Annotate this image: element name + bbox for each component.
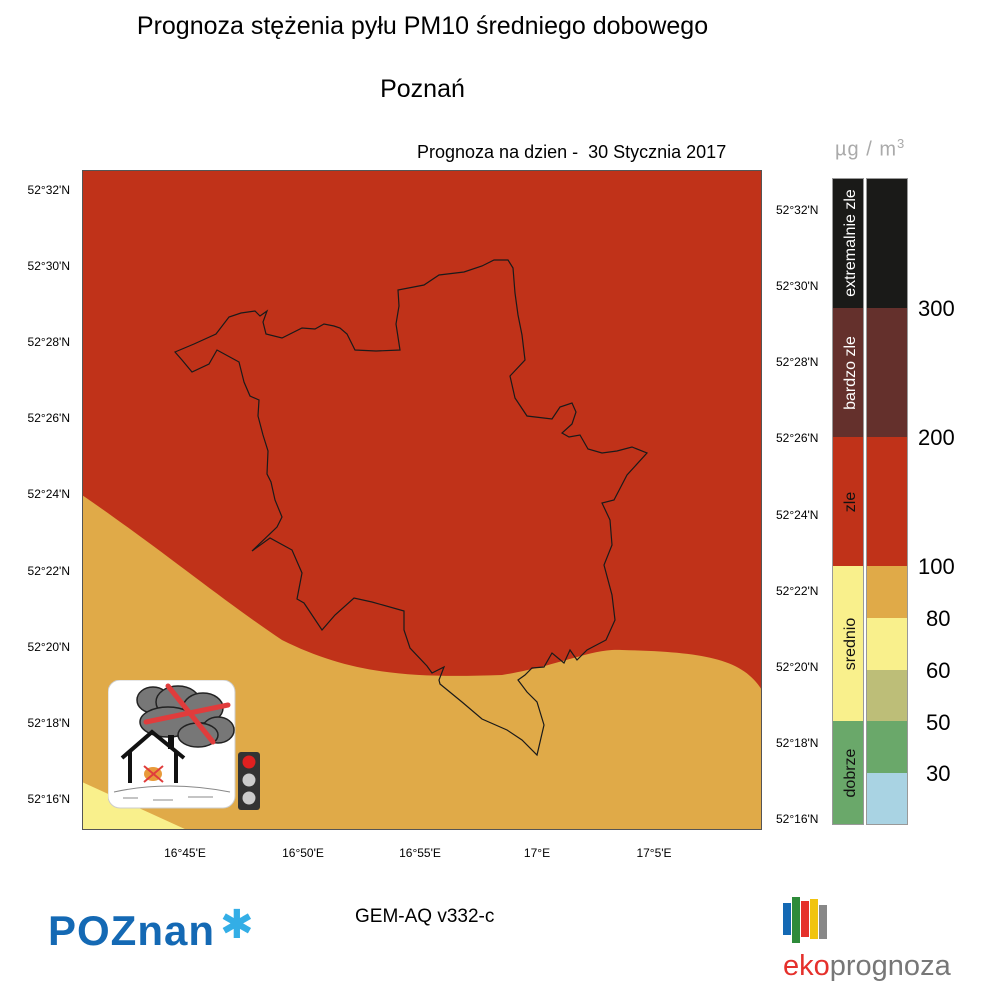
category-zle <box>832 437 864 566</box>
ground-lines <box>113 785 231 801</box>
logo-part-eko: eko <box>783 950 830 982</box>
category-label: srednio <box>842 617 859 671</box>
lat-label-left: 52°18'N <box>27 716 70 730</box>
lat-label-left: 52°22'N <box>27 564 70 578</box>
category-label: bardzo zle <box>842 336 859 410</box>
scale-block <box>866 308 908 437</box>
lat-label-left: 52°16'N <box>27 792 70 806</box>
poznan-boundary <box>174 259 649 757</box>
category-srednio <box>832 566 864 721</box>
lat-label-right: 52°28'N <box>776 355 819 369</box>
category-legend-bar <box>832 178 864 825</box>
ekoprognoza-logo: ekoprognoza <box>783 950 951 983</box>
lon-label: 16°55'E <box>399 846 441 860</box>
air-quality-pictogram <box>108 680 260 810</box>
map-zone-medium <box>82 495 762 830</box>
lon-label: 17°5'E <box>636 846 672 860</box>
model-label: GEM-AQ v332-c <box>355 906 495 927</box>
category-label: extremalnie zle <box>842 189 859 297</box>
lat-label-right: 52°30'N <box>776 279 819 293</box>
lon-label: 16°45'E <box>164 846 206 860</box>
scale-block <box>866 721 908 773</box>
category-label: dobrze <box>842 748 859 798</box>
scale-value: 30 <box>926 761 951 786</box>
lat-label-left: 52°20'N <box>27 640 70 654</box>
traffic-light-icon <box>238 752 260 810</box>
scale-value: 100 <box>918 554 955 579</box>
unit-exponent: 3 <box>896 136 906 151</box>
lat-label-right: 52°24'N <box>776 508 819 522</box>
lat-label-left: 52°26'N <box>27 411 70 425</box>
map-frame <box>82 170 762 830</box>
lon-label: 16°50'E <box>282 846 324 860</box>
fire-icon <box>143 765 164 783</box>
scale-block <box>866 437 908 566</box>
lat-label-left: 52°30'N <box>27 259 70 273</box>
scale-block <box>866 178 908 308</box>
city-title: Poznań <box>380 75 465 103</box>
scale-block <box>866 618 908 670</box>
lat-label-right: 52°32'N <box>776 203 819 217</box>
forecast-date: Prognoza na dzien - 30 Stycznia 2017 <box>417 142 727 162</box>
poznan-logo: POZnan <box>48 907 216 954</box>
value-scale-bar <box>866 178 908 825</box>
ekoprognoza-bars-icon <box>783 897 827 943</box>
unit-label: µg / m3 <box>835 136 905 162</box>
lat-label-right: 52°26'N <box>776 431 819 445</box>
scale-value: 300 <box>918 296 955 321</box>
scale-value: 80 <box>926 606 951 631</box>
lat-label-left: 52°28'N <box>27 335 70 349</box>
category-bardzo-zle <box>832 308 864 437</box>
chart-title: Prognoza stężenia pyłu PM10 średniego do… <box>136 12 709 40</box>
lon-label: 17°E <box>523 846 551 860</box>
lat-label-right: 52°16'N <box>776 812 819 826</box>
scale-value: 200 <box>918 425 955 450</box>
lat-label-left: 52°32'N <box>27 183 70 197</box>
scale-block <box>866 773 908 825</box>
unit-base: µg / m <box>835 138 897 161</box>
category-dobrze <box>832 721 864 825</box>
scale-block <box>866 566 908 618</box>
lat-label-left: 52°24'N <box>27 487 70 501</box>
scale-value: 60 <box>926 658 951 683</box>
logo-part-prognoza: prognoza <box>829 950 951 982</box>
lat-label-right: 52°20'N <box>776 660 819 674</box>
category-extremalnie <box>832 178 864 308</box>
category-label: zle <box>842 491 859 513</box>
scale-value: 50 <box>926 710 951 735</box>
lat-label-right: 52°22'N <box>776 584 819 598</box>
house-icon <box>120 729 186 783</box>
no-burning-cross-icon <box>143 683 231 745</box>
scale-block <box>866 670 908 721</box>
lat-label-right: 52°18'N <box>776 736 819 750</box>
asterisk-icon: ✱ <box>220 903 254 947</box>
